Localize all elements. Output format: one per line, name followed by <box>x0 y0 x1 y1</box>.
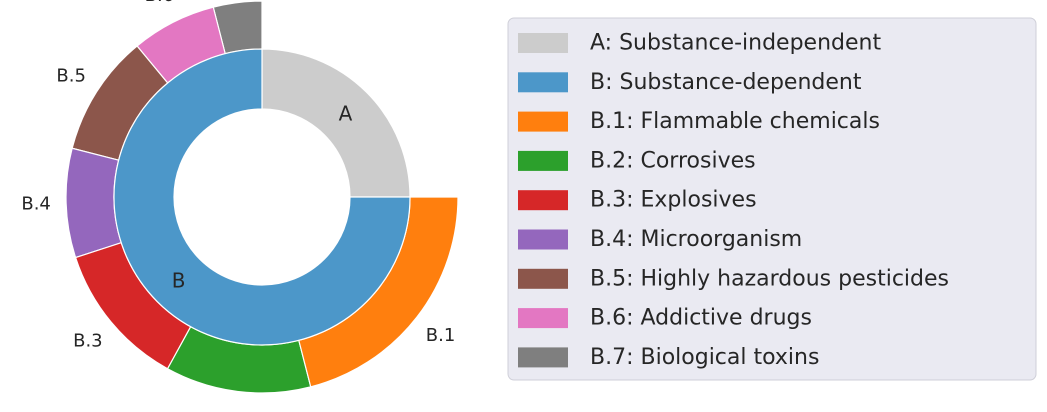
legend-label-b-5: B.5: Highly hazardous pesticides <box>590 266 949 291</box>
legend: A: Substance-independent B: Substance-dep… <box>507 17 1037 381</box>
outer-label-b-2: B.2 <box>219 411 249 412</box>
legend-label-b-1: B.1: Flammable chemicals <box>590 109 880 134</box>
legend-swatch-b <box>518 72 568 93</box>
legend-label-b-6: B.6: Addictive drugs <box>590 306 812 331</box>
inner-ring-labels: AB <box>172 102 353 293</box>
legend-label-a: A: Substance-independent <box>590 31 881 56</box>
legend-swatch-b-1 <box>518 111 568 132</box>
inner-ring <box>113 48 411 346</box>
legend-swatch-b-2 <box>518 150 568 171</box>
legend-swatch-b-6 <box>518 308 568 329</box>
outer-label-b-3: B.3 <box>73 331 103 352</box>
legend-swatch-b-5 <box>518 268 568 289</box>
inner-label-a: A <box>339 102 353 126</box>
legend-swatch-b-7 <box>518 347 568 368</box>
legend-label-b-7: B.7: Biological toxins <box>590 345 819 370</box>
inner-slice-b <box>113 48 411 346</box>
outer-label-b-4: B.4 <box>21 194 51 215</box>
legend-label-b: B: Substance-dependent <box>590 70 862 95</box>
outer-label-b-5: B.5 <box>56 65 86 86</box>
legend-swatch-b-3 <box>518 190 568 211</box>
inner-label-b: B <box>172 268 186 292</box>
legend-label-b-3: B.3: Explosives <box>590 188 757 213</box>
legend-label-b-2: B.2: Corrosives <box>590 148 756 173</box>
outer-label-b-6: B.6 <box>145 0 175 6</box>
outer-ring-labels: B.7B.6B.5B.4B.3B.2B.1 <box>21 0 455 412</box>
outer-label-b-1: B.1 <box>426 325 456 346</box>
outer-slice-b-4 <box>65 147 122 259</box>
inner-slice-a <box>261 48 411 198</box>
legend-frame <box>507 17 1037 381</box>
legend-label-b-4: B.4: Microorganism <box>590 227 802 252</box>
legend-swatch-b-4 <box>518 229 568 250</box>
legend-swatch-a <box>518 33 568 53</box>
